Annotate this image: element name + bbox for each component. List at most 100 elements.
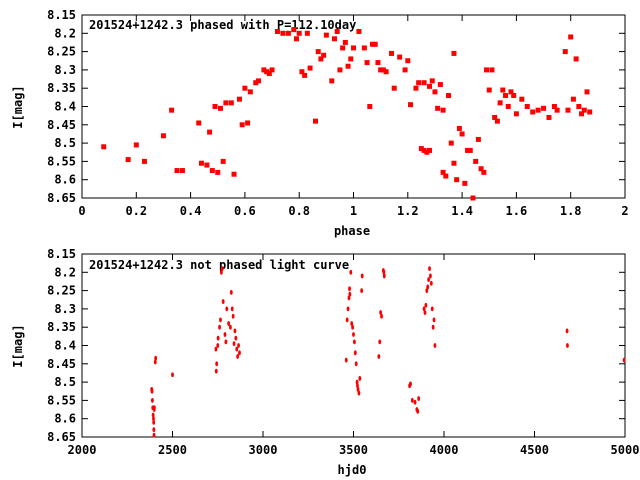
x-tick-label: 2000 (68, 443, 97, 457)
data-point (345, 63, 351, 69)
data-point (465, 147, 471, 153)
data-point (215, 361, 219, 367)
data-point (204, 162, 210, 168)
data-point (220, 266, 224, 272)
data-point (304, 30, 310, 36)
data-point (497, 100, 503, 106)
data-point (169, 107, 175, 113)
data-point (478, 166, 484, 172)
data-point (225, 306, 229, 312)
data-point (247, 89, 253, 95)
data-point (234, 335, 238, 341)
data-point (133, 142, 139, 148)
data-point (345, 317, 349, 323)
data-point (261, 67, 267, 73)
data-point (231, 171, 237, 177)
data-point (220, 158, 226, 164)
data-point (152, 416, 155, 422)
y-tick-label: 8.25 (47, 284, 76, 298)
data-point (238, 350, 241, 356)
data-point (245, 120, 251, 126)
data-point (443, 173, 449, 179)
data-point (239, 122, 245, 128)
data-point (427, 83, 433, 89)
data-point (570, 96, 576, 102)
data-point (402, 67, 408, 73)
data-point (430, 306, 434, 312)
unphased-plot: 201524+1242.3 not phased light curve hjd… (11, 247, 639, 477)
data-point (223, 332, 227, 337)
data-point (503, 93, 509, 99)
phased-plot-title: 201524+1242.3 phased with P=112.10day (89, 18, 356, 32)
y-tick-label: 8.55 (47, 393, 76, 407)
data-point (467, 147, 473, 153)
data-point (231, 313, 235, 319)
data-point (214, 346, 218, 352)
data-point (427, 277, 431, 283)
data-point (397, 54, 403, 60)
data-point (348, 291, 352, 297)
data-point (459, 131, 465, 137)
data-point (355, 379, 359, 385)
data-point (389, 50, 395, 56)
data-point (160, 133, 166, 139)
data-point (513, 111, 519, 117)
y-tick-label: 8.25 (47, 45, 76, 59)
data-point (505, 104, 511, 109)
unphased-plot-frame (81, 253, 626, 438)
data-point (233, 328, 237, 334)
y-tick-label: 8.6 (54, 173, 76, 187)
data-point (266, 71, 272, 77)
data-point (408, 102, 414, 108)
phased-data-points (101, 27, 593, 201)
data-point (554, 107, 560, 113)
unphased-plot-title: 201524+1242.3 not phased light curve (89, 258, 349, 272)
data-point (421, 147, 427, 153)
data-point (274, 28, 280, 34)
data-point (524, 104, 530, 109)
data-point (356, 387, 360, 392)
x-tick-label: 4500 (520, 443, 549, 457)
data-point (508, 89, 514, 95)
x-tick-label: 1.2 (397, 204, 419, 218)
data-point (486, 87, 492, 93)
data-point (379, 310, 383, 315)
data-point (378, 67, 384, 73)
data-point (367, 104, 373, 109)
data-point (101, 144, 107, 150)
data-point (351, 45, 356, 51)
data-point (413, 399, 417, 405)
y-tick-label: 8.35 (47, 81, 76, 95)
y-tick-label: 8.15 (47, 247, 76, 261)
data-point (196, 120, 202, 126)
data-point (351, 324, 354, 330)
data-point (224, 339, 228, 345)
data-point (433, 343, 437, 348)
data-point (423, 310, 427, 315)
x-tick-label: 1.4 (451, 204, 473, 218)
data-point (494, 118, 500, 124)
unphased-y-axis-label: I[mag] (11, 324, 25, 367)
y-tick-label: 8.65 (47, 191, 76, 205)
data-point (530, 109, 536, 115)
data-point (473, 158, 479, 164)
data-point (382, 273, 386, 279)
data-point (573, 56, 579, 62)
y-tick-label: 8.2 (54, 265, 76, 279)
data-point (209, 168, 215, 174)
data-point (353, 339, 356, 345)
data-point (429, 78, 435, 84)
data-point (331, 36, 337, 42)
data-point (562, 49, 568, 55)
data-point (484, 67, 490, 73)
x-tick-label: 0.2 (125, 204, 147, 218)
y-tick-label: 8.35 (47, 320, 76, 334)
data-point (451, 50, 457, 56)
y-tick-label: 8.2 (54, 26, 76, 40)
data-point (171, 372, 174, 378)
data-point (432, 317, 436, 323)
data-point (342, 39, 348, 45)
data-point (421, 80, 427, 86)
data-point (269, 67, 275, 73)
data-point (235, 346, 239, 352)
